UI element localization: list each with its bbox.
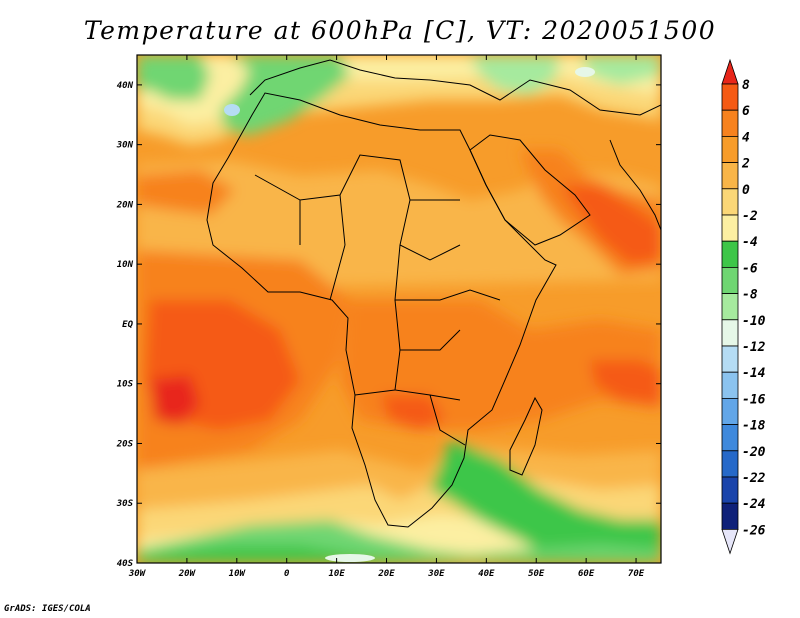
colorbar-swatch — [721, 319, 739, 347]
colorbar-swatch — [721, 371, 739, 399]
lat-tick-label: EQ — [122, 320, 133, 330]
colorbar-label: -12 — [742, 340, 766, 355]
colorbar-swatch — [721, 424, 739, 452]
africa-coastline — [206, 92, 557, 528]
lon-tick-label: 20E — [377, 569, 395, 579]
lon-tick-label: 60E — [578, 569, 595, 579]
african-borders — [254, 154, 501, 446]
lat-tick-label: 30S — [116, 499, 134, 509]
colorbar-swatch — [721, 502, 739, 530]
lon-tick-label: 50E — [528, 569, 545, 579]
colorbar-label: 8 — [742, 78, 750, 93]
lat-tick-label: 30N — [116, 141, 134, 151]
longitude-axis: 30W 20W 10W 0 10E 20E 30E 40E 50E 60E 70E — [128, 55, 645, 579]
colorbar-label: 6 — [742, 104, 750, 119]
lon-tick-label: 0 — [284, 569, 290, 579]
madagascar-coastline — [509, 396, 543, 476]
lon-tick-label: 10E — [328, 569, 345, 579]
colorbar: 8 6 4 2 0 -2 -4 -6 -8 -10 -12 -14 -16 -18 -20 -22 -24 -26 — [721, 58, 766, 555]
colorbar-label: -8 — [742, 288, 758, 303]
europe-coastline — [249, 59, 661, 116]
india-coastline — [609, 139, 661, 231]
lon-tick-label: 20W — [178, 569, 197, 579]
colorbar-swatch — [721, 214, 739, 242]
colorbar-upper-arrow — [721, 58, 739, 85]
colorbar-label: -22 — [742, 471, 766, 486]
colorbar-swatch — [721, 397, 739, 425]
lat-tick-label: 20S — [116, 439, 134, 449]
colorbar-swatch — [721, 266, 739, 294]
colorbar-swatch — [721, 83, 739, 111]
colorbar-label: -24 — [742, 497, 766, 512]
colorbar-label: -20 — [742, 445, 766, 460]
lat-tick-label: 10S — [117, 380, 134, 390]
colorbar-swatch — [721, 293, 739, 321]
colorbar-swatch — [721, 345, 739, 373]
lat-tick-label: 10N — [117, 260, 134, 270]
map-title: Temperature at 600hPa [C], VT: 202005150… — [83, 16, 717, 45]
colorbar-swatch — [721, 240, 739, 268]
cold-spot — [575, 67, 595, 77]
colorbar-label: -4 — [742, 235, 758, 250]
colorbar-label: 2 — [741, 157, 750, 172]
cold-spot — [224, 104, 240, 116]
lat-tick-label: 40S — [117, 559, 134, 569]
coastlines — [206, 59, 661, 528]
latitude-axis: 40N 30N 20N 10N EQ 10S 20S 30S 40S — [116, 81, 661, 569]
plot-frame — [136, 54, 662, 564]
lon-tick-label: 40E — [478, 569, 495, 579]
colorbar-swatch — [721, 450, 739, 478]
colorbar-label: 0 — [742, 183, 750, 198]
colorbar-label: -6 — [742, 261, 758, 276]
colorbar-swatch — [721, 135, 739, 163]
colorbar-swatch — [721, 162, 739, 190]
colorbar-label: -26 — [742, 523, 766, 538]
lon-tick-label: 70E — [628, 569, 645, 579]
colorbar-label: 4 — [742, 130, 750, 145]
lon-tick-label: 30W — [128, 569, 147, 579]
colorbar-swatch — [721, 188, 739, 216]
lat-tick-label: 20N — [116, 200, 134, 210]
temperature-field — [137, 55, 661, 563]
colorbar-label: -14 — [742, 366, 766, 381]
colorbar-label: -2 — [742, 209, 758, 224]
colorbar-swatch — [721, 109, 739, 137]
colorbar-swatch — [721, 476, 739, 504]
colorbar-label: -16 — [742, 392, 766, 407]
lon-tick-label: 30E — [427, 569, 445, 579]
arabia-coastline — [469, 134, 591, 246]
lat-tick-label: 40N — [117, 81, 134, 91]
colorbar-label: -18 — [742, 419, 766, 434]
colorbar-lower-arrow — [721, 529, 739, 555]
lon-tick-label: 10W — [229, 569, 247, 579]
colorbar-label: -10 — [742, 314, 766, 329]
grads-credit: GrADS: IGES/COLA — [4, 604, 91, 614]
cold-spot — [325, 554, 375, 562]
